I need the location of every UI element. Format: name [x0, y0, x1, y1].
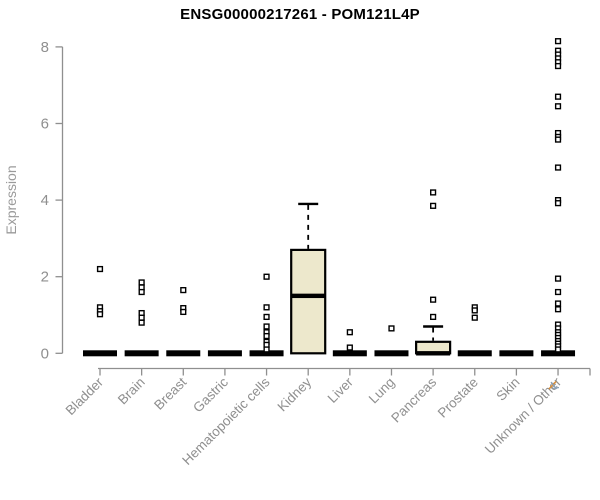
outlier-point	[138, 314, 145, 321]
outlier-point	[263, 273, 270, 280]
x-tick-label-breast: Breast	[151, 374, 189, 412]
x-tick-label-liver: Liver	[325, 374, 357, 406]
outlier-point	[554, 93, 562, 100]
box-brain	[124, 279, 159, 357]
outlier-point	[554, 306, 562, 313]
outlier-point	[138, 288, 145, 296]
median-line	[416, 351, 451, 356]
x-tick-label-prostate: Prostate	[435, 375, 481, 421]
outlier-point	[263, 332, 270, 340]
outlier-point	[430, 189, 437, 196]
outlier-point	[263, 323, 270, 330]
chart-title: ENSG00000217261 - POM121L4P	[180, 6, 420, 23]
outlier-point	[263, 304, 270, 311]
outlier-point	[471, 307, 478, 314]
y-tick-label: 4	[41, 192, 49, 209]
box-bladder	[83, 265, 117, 357]
collapsed-box	[249, 350, 284, 357]
outlier-point	[430, 296, 437, 303]
outlier-point	[471, 314, 478, 321]
iqr-box	[290, 248, 327, 355]
box-liver	[332, 329, 367, 357]
x-tick-label-bladder: Bladder	[63, 374, 107, 418]
outlier-point	[346, 329, 353, 336]
outlier-point	[180, 287, 187, 294]
box-hematopoietic-cells	[249, 273, 284, 357]
outlier-point	[263, 313, 270, 321]
x-tick-label-kidney: Kidney	[275, 374, 315, 414]
collapsed-box	[499, 350, 534, 357]
outlier-point	[430, 313, 437, 321]
collapsed-box	[83, 350, 117, 357]
outlier-point	[388, 325, 395, 332]
x-tick-label-brain: Brain	[115, 375, 148, 408]
cursor-artifact-icon	[548, 380, 560, 390]
outlier-point	[554, 103, 562, 110]
outlier-point	[554, 288, 562, 296]
box-unknown-other	[541, 38, 576, 357]
outlier-point	[263, 346, 270, 353]
outlier-point	[554, 38, 562, 45]
collapsed-box	[457, 350, 492, 357]
outlier-point	[96, 265, 104, 273]
collapsed-box	[166, 350, 201, 357]
box-breast	[166, 287, 201, 357]
collapsed-box	[332, 350, 367, 357]
x-tick-label-pancreas: Pancreas	[388, 374, 439, 425]
outlier-point	[554, 164, 562, 171]
outlier-point	[138, 279, 145, 286]
x-tick-label-lung: Lung	[366, 375, 398, 407]
outlier-point	[554, 300, 562, 307]
outlier-point	[554, 200, 562, 207]
y-axis: 0 2 4 6 8 Expression	[3, 39, 64, 362]
outlier-point	[554, 346, 562, 353]
outlier-point	[554, 136, 562, 143]
box-kidney	[290, 202, 327, 355]
outlier-point	[138, 319, 145, 326]
y-tick-label: 0	[41, 345, 49, 362]
collapsed-box	[541, 350, 576, 357]
y-axis-title: Expression	[3, 165, 19, 234]
collapsed-box	[374, 350, 409, 357]
outlier-point	[554, 275, 562, 282]
y-tick-label: 6	[41, 116, 49, 133]
outlier-point	[180, 308, 187, 316]
box-pancreas	[415, 189, 452, 356]
median-line	[291, 293, 326, 299]
box-gastric	[207, 350, 242, 357]
x-tick-label-gastric: Gastric	[190, 374, 231, 415]
outlier-point	[554, 62, 562, 70]
x-tick-label-skin: Skin	[493, 375, 522, 404]
box-lung	[374, 325, 409, 357]
box-skin	[499, 350, 534, 357]
outlier-point	[346, 344, 353, 351]
y-tick-label: 8	[41, 39, 49, 56]
collapsed-box	[207, 350, 242, 357]
y-tick-label: 2	[41, 269, 49, 286]
box-prostate	[457, 304, 492, 357]
outlier-point	[430, 202, 437, 209]
outlier-point	[96, 311, 104, 318]
collapsed-box	[124, 350, 159, 357]
